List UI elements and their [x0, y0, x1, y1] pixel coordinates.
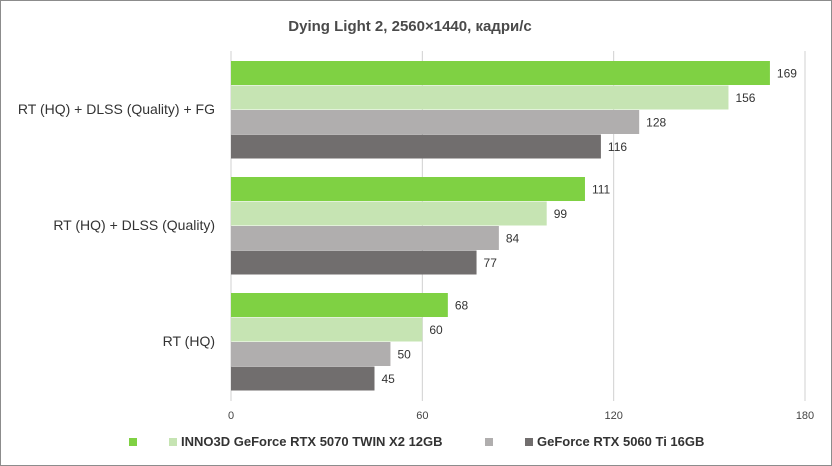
- bar: [231, 250, 477, 275]
- category-label: RT (HQ) + DLSS (Quality): [53, 217, 215, 233]
- legend-swatch: [485, 438, 493, 446]
- data-label: 60: [429, 323, 443, 337]
- category-label: RT (HQ) + DLSS (Quality) + FG: [18, 101, 215, 117]
- data-label: 77: [484, 256, 498, 270]
- bar: [231, 201, 547, 226]
- data-label: 128: [646, 115, 666, 129]
- data-label: 45: [382, 372, 396, 386]
- chart-title: Dying Light 2, 2560×1440, кадри/с: [288, 18, 531, 35]
- x-tick-label: 120: [604, 410, 622, 422]
- bar: [231, 110, 640, 134]
- data-label: 50: [397, 347, 411, 361]
- data-label: 169: [777, 66, 797, 80]
- x-tick-label: 0: [228, 410, 234, 422]
- bar: [231, 366, 375, 391]
- x-tick-label: 180: [796, 410, 814, 422]
- bar: [231, 317, 423, 342]
- bar: [231, 134, 601, 159]
- data-label: 68: [455, 298, 469, 312]
- data-label: 116: [608, 140, 627, 154]
- bar: [231, 177, 585, 201]
- data-label: 111: [592, 182, 611, 196]
- data-label: 84: [506, 231, 520, 245]
- legend-label: INNO3D GeForce RTX 5070 TWIN X2 12GB: [181, 434, 443, 449]
- data-label: 156: [735, 91, 755, 105]
- bar: [231, 342, 391, 366]
- data-label: 99: [554, 207, 568, 221]
- bar: [231, 61, 770, 85]
- bar: [231, 293, 448, 317]
- bar: [231, 226, 499, 250]
- legend-label: GeForce RTX 5060 Ti 16GB: [537, 434, 704, 449]
- x-tick-label: 60: [416, 410, 428, 422]
- legend-swatch: [129, 438, 137, 446]
- legend-swatch: [169, 438, 177, 446]
- bar: [231, 85, 729, 110]
- legend-swatch: [525, 438, 533, 446]
- category-label: RT (HQ): [163, 333, 215, 349]
